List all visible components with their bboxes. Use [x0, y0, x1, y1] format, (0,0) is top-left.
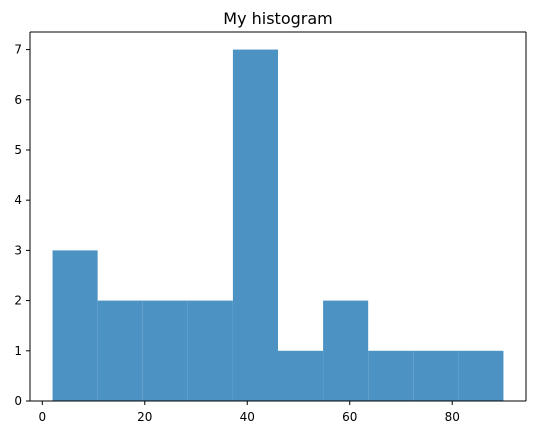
- histogram-bar-3: [187, 300, 233, 401]
- histogram-bar-6: [323, 300, 369, 401]
- histogram-bar-2: [142, 300, 188, 401]
- x-axis-ticks: 0 20 40 60 80: [38, 401, 460, 424]
- x-tick-label-3: 60: [342, 410, 357, 424]
- y-axis-ticks: 0 1 2 3 4 5 6 7: [14, 43, 30, 408]
- histogram-bar-8: [413, 350, 459, 401]
- histogram-bar-0: [52, 250, 98, 401]
- y-tick-label-5: 5: [14, 143, 22, 157]
- histogram-bar-5: [278, 350, 324, 401]
- axes-frame: [29, 31, 527, 402]
- y-tick-label-1: 1: [14, 344, 22, 358]
- histogram-bars: [52, 49, 504, 401]
- histogram-bar-9: [458, 350, 504, 401]
- x-tick-label-2: 40: [240, 410, 255, 424]
- histogram-bar-4: [232, 49, 278, 401]
- chart-title: My histogram: [223, 9, 332, 28]
- y-tick-label-2: 2: [14, 294, 22, 308]
- y-tick-label-6: 6: [14, 93, 22, 107]
- histogram-bar-1: [97, 300, 143, 401]
- x-tick-label-0: 0: [38, 410, 46, 424]
- x-tick-label-4: 80: [445, 410, 460, 424]
- y-tick-label-3: 3: [14, 243, 22, 257]
- y-tick-label-4: 4: [14, 193, 22, 207]
- x-tick-label-1: 20: [137, 410, 152, 424]
- histogram-bar-7: [368, 350, 414, 401]
- y-tick-label-0: 0: [14, 394, 22, 408]
- y-tick-label-7: 7: [14, 43, 22, 57]
